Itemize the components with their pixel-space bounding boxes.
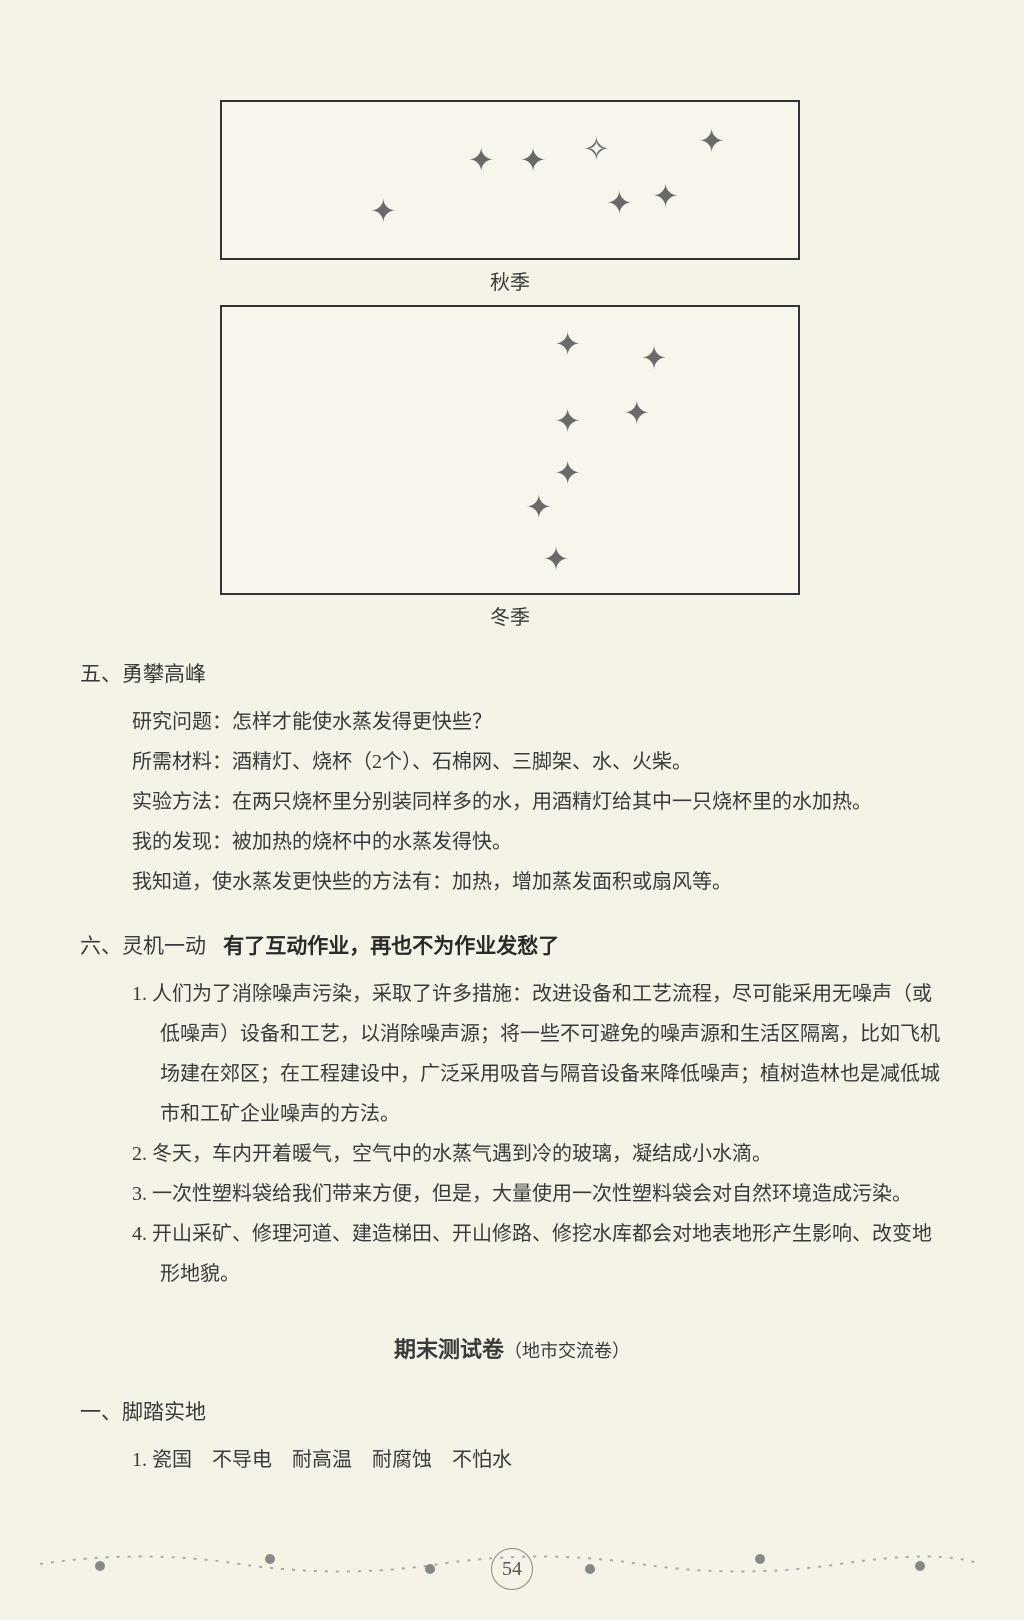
exam-title: 期末测试卷（地市交流卷） xyxy=(80,1332,944,1364)
exam-subtitle: （地市交流卷） xyxy=(504,1341,630,1361)
star-icon: ✦ xyxy=(606,184,633,222)
star-icon: ✦ xyxy=(543,540,570,578)
star-icon: ✦ xyxy=(623,394,650,432)
star-icon: ✦ xyxy=(468,141,495,179)
star-icon: ✦ xyxy=(370,192,397,230)
section-6: 六、灵机一动 有了互动作业，再也不为作业发愁了 1. 人们为了消除噪声污染，采取… xyxy=(80,930,944,1294)
section-5-line: 所需材料：酒精灯、烧杯（2个）、石棉网、三脚架、水、火柴。 xyxy=(132,742,944,782)
section-6-item: 3. 一次性塑料袋给我们带来方便，但是，大量使用一次性塑料袋会对自然环境造成污染… xyxy=(132,1174,944,1214)
star-hollow-icon: ✧ xyxy=(583,130,610,168)
winter-diagram: ✦ ✦ ✦ ✦ ✦ ✦ ✦ xyxy=(220,305,800,595)
section-1-title: 一、脚踏实地 xyxy=(80,1396,944,1426)
handwritten-note: 有了互动作业，再也不为作业发愁了 xyxy=(223,934,559,958)
star-icon: ✦ xyxy=(652,177,679,215)
star-icon: ✦ xyxy=(520,141,547,179)
section-6-item: 4. 开山采矿、修理河道、建造梯田、开山修路、修挖水库都会对地表地形产生影响、改… xyxy=(132,1214,944,1294)
section-1-line: 1. 瓷国 不导电 耐高温 耐腐蚀 不怕水 xyxy=(132,1440,944,1480)
autumn-diagram: ✦ ✦ ✦ ✧ ✦ ✦ ✦ xyxy=(220,100,800,260)
page-number: 54 xyxy=(491,1548,533,1590)
section-5-line: 我的发现：被加热的烧杯中的水蒸发得快。 xyxy=(132,822,944,862)
autumn-label: 秋季 xyxy=(220,266,800,295)
section-5-line: 研究问题：怎样才能使水蒸发得更快些？ xyxy=(132,702,944,742)
star-icon: ✦ xyxy=(554,454,581,492)
section-5-line: 我知道，使水蒸发更快些的方法有：加热，增加蒸发面积或扇风等。 xyxy=(132,862,944,902)
star-icon: ✦ xyxy=(554,402,581,440)
star-icon: ✦ xyxy=(641,339,668,377)
section-5-title: 五、勇攀高峰 xyxy=(80,658,944,688)
section-6-title: 六、灵机一动 有了互动作业，再也不为作业发愁了 xyxy=(80,930,944,960)
star-icon: ✦ xyxy=(554,325,581,363)
star-icon: ✦ xyxy=(698,122,725,160)
section-5-line: 实验方法：在两只烧杯里分别装同样多的水，用酒精灯给其中一只烧杯里的水加热。 xyxy=(132,782,944,822)
section-1: 一、脚踏实地 1. 瓷国 不导电 耐高温 耐腐蚀 不怕水 xyxy=(80,1396,944,1480)
section-6-title-text: 六、灵机一动 xyxy=(80,934,206,958)
section-6-item: 1. 人们为了消除噪声污染，采取了许多措施：改进设备和工艺流程，尽可能采用无噪声… xyxy=(132,974,944,1134)
exam-title-main: 期末测试卷 xyxy=(394,1337,504,1362)
winter-label: 冬季 xyxy=(220,601,800,630)
star-icon: ✦ xyxy=(525,488,552,526)
section-5: 五、勇攀高峰 研究问题：怎样才能使水蒸发得更快些？ 所需材料：酒精灯、烧杯（2个… xyxy=(80,658,944,902)
section-6-item: 2. 冬天，车内开着暖气，空气中的水蒸气遇到冷的玻璃，凝结成小水滴。 xyxy=(132,1134,944,1174)
